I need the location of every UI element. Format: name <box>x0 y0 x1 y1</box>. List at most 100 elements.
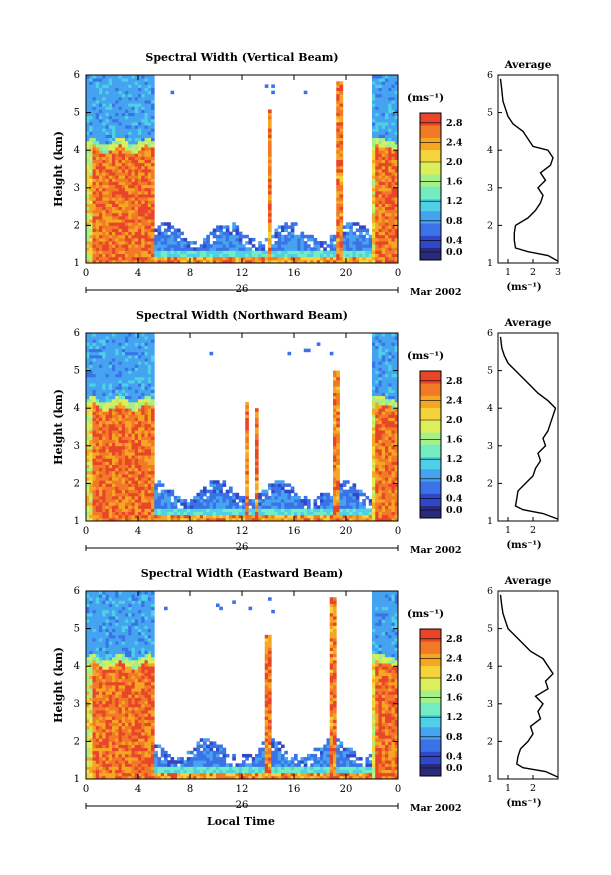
colorbar-swatch <box>420 186 441 200</box>
y-axis-label: Height (km) <box>52 647 65 723</box>
colorbar-swatch <box>420 727 441 740</box>
y-tick-label: 6 <box>74 70 80 81</box>
colorbar-swatch <box>420 739 441 752</box>
panel-title: Spectral Width (Eastward Beam) <box>141 567 343 580</box>
colorbar-swatch <box>420 678 441 691</box>
colorbar-swatch <box>420 211 441 224</box>
colorbar-swatch <box>420 444 441 458</box>
panel-title: Spectral Width (Northward Beam) <box>136 309 348 322</box>
heatmap-cells <box>86 333 399 522</box>
x-axis-label: Local Time <box>207 815 275 828</box>
colorbar-swatch <box>420 420 441 433</box>
y-tick-label: 4 <box>74 145 80 156</box>
colorbar-swatch <box>420 223 441 236</box>
colorbar-swatch <box>420 641 441 654</box>
average-y-tick-label: 3 <box>487 699 493 710</box>
colorbar-tick-label: 2.4 <box>446 653 463 664</box>
colorbar-swatch <box>420 432 441 445</box>
x-tick-label: 4 <box>135 526 141 537</box>
colorbar-tick-label: 2.8 <box>446 376 463 387</box>
average-profile-line <box>499 78 559 262</box>
colorbar-swatch <box>420 714 441 728</box>
colorbar-tick-label: 0.8 <box>446 474 463 485</box>
x-tick-label: 20 <box>340 526 353 537</box>
x-tick-label: 0 <box>395 526 401 537</box>
colorbar-tick-label: 1.2 <box>446 712 463 723</box>
heatmap-cells <box>86 591 399 780</box>
average-frame <box>497 74 559 264</box>
colorbar-tick-label: 2.4 <box>446 395 463 406</box>
y-tick-label: 1 <box>74 516 80 527</box>
colorbar-swatch <box>420 481 441 494</box>
average-y-tick-label: 1 <box>487 516 493 527</box>
colorbar-tick-label: 0.0 <box>446 505 463 516</box>
panel-1: Spectral Width (Vertical Beam) Height (km… <box>52 51 561 298</box>
x-tick-label: 0 <box>83 784 89 795</box>
average-y-tick-label: 6 <box>487 328 493 339</box>
heatmap-cells <box>86 75 399 264</box>
colorbar-swatch <box>420 505 441 519</box>
average-x-tick-label: 1 <box>505 783 511 794</box>
colorbar-tick-label: 2.8 <box>446 634 463 645</box>
average-x-tick-label: 1 <box>505 525 511 536</box>
colorbar-tick-label: 2.0 <box>446 415 463 426</box>
colorbar-frame <box>419 628 442 777</box>
colorbar-tick-label: 0.0 <box>446 763 463 774</box>
x-tick-label: 8 <box>187 526 193 537</box>
panel-3: Spectral Width (Eastward Beam) Height (km… <box>52 567 559 814</box>
colorbar-tick-label: 1.6 <box>446 177 463 188</box>
colorbar-tick-label: 0.0 <box>446 247 463 258</box>
average-y-tick-label: 6 <box>487 586 493 597</box>
y-tick-label: 6 <box>74 328 80 339</box>
average-title: Average <box>504 575 552 587</box>
x-tick-label: 12 <box>236 268 249 279</box>
average-x-label: (ms⁻¹) <box>506 282 541 293</box>
date-label: Mar 2002 <box>410 803 461 814</box>
x-tick-label: 16 <box>288 784 301 795</box>
colorbar-swatch <box>420 162 441 175</box>
average-y-tick-label: 1 <box>487 258 493 269</box>
colorbar-frame <box>419 370 442 519</box>
colorbar-swatch <box>420 751 441 765</box>
colorbar-swatch <box>420 174 441 187</box>
y-axis-label: Height (km) <box>52 389 65 465</box>
colorbar-tick-label: 2.4 <box>446 137 463 148</box>
date-label: Mar 2002 <box>410 545 461 556</box>
average-frame <box>497 332 559 522</box>
y-tick-label: 4 <box>74 403 80 414</box>
average-x-tick-label: 1 <box>505 267 511 278</box>
average-y-tick-label: 5 <box>487 366 493 377</box>
y-tick-label: 3 <box>74 699 80 710</box>
average-y-tick-label: 2 <box>487 220 493 231</box>
x-tick-label: 12 <box>236 784 249 795</box>
colorbar-tick-label: 1.6 <box>446 693 463 704</box>
y-tick-label: 5 <box>74 366 80 377</box>
y-tick-label: 2 <box>74 220 80 231</box>
average-x-tick-label: 2 <box>530 267 536 278</box>
average-profile-line <box>499 594 559 778</box>
x-tick-label: 16 <box>288 268 301 279</box>
date-day-label: 26 <box>236 284 249 295</box>
average-y-tick-label: 4 <box>487 403 493 414</box>
colorbar-swatch <box>420 235 441 249</box>
y-axis-label: Height (km) <box>52 131 65 207</box>
x-tick-label: 0 <box>83 268 89 279</box>
average-x-label: (ms⁻¹) <box>506 540 541 551</box>
colorbar-tick-label: 2.8 <box>446 118 463 129</box>
average-y-tick-label: 6 <box>487 70 493 81</box>
colorbar-tick-label: 2.0 <box>446 673 463 684</box>
colorbar-swatch <box>420 702 441 716</box>
x-tick-label: 0 <box>395 268 401 279</box>
colorbar-tick-label: 0.4 <box>446 235 463 246</box>
colorbar-swatch <box>420 629 441 642</box>
colorbar-swatch <box>420 493 441 507</box>
y-tick-label: 3 <box>74 183 80 194</box>
average-y-tick-label: 1 <box>487 774 493 785</box>
colorbar-swatch <box>420 690 441 703</box>
colorbar-tick-label: 2.0 <box>446 157 463 168</box>
panel-2: Spectral Width (Northward Beam) Height (k… <box>52 309 559 556</box>
colorbar-tick-label: 0.8 <box>446 732 463 743</box>
y-tick-label: 4 <box>74 661 80 672</box>
y-tick-label: 1 <box>74 774 80 785</box>
average-y-tick-label: 3 <box>487 183 493 194</box>
